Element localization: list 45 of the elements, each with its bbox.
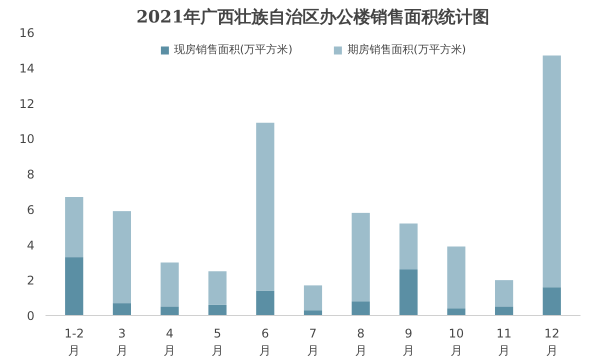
x-tick-label: 8 月: [354, 326, 367, 358]
x-tick-label: 1-2 月: [64, 326, 84, 358]
bar: [352, 212, 370, 302]
bar: [399, 224, 418, 270]
x-tick-label: 4 月: [164, 326, 176, 358]
bar: [352, 301, 370, 316]
bar: [447, 308, 466, 316]
bar: [208, 304, 227, 316]
bar: [494, 306, 514, 316]
bar: [542, 287, 561, 316]
chart-title: 2021年广西壮族自治区办公楼销售面积统计图: [136, 8, 490, 28]
bar: [256, 122, 274, 291]
x-tick-label: 11 月: [496, 326, 512, 358]
y-tick-label: 6: [26, 202, 35, 217]
y-tick-label: 0: [26, 309, 35, 323]
x-tick-label: 3 月: [116, 326, 128, 358]
y-tick-label: 14: [19, 61, 35, 76]
bar: [112, 211, 132, 304]
bar: [208, 271, 227, 305]
bar: [112, 303, 132, 316]
bar: [160, 262, 179, 307]
bar: [160, 306, 179, 316]
legend-label: 期房销售面积(万平方米): [348, 42, 466, 57]
y-tick-label: 12: [19, 96, 35, 111]
bar: [399, 270, 418, 316]
x-tick-label: 7 月: [307, 326, 319, 358]
bar: [65, 196, 84, 258]
x-tick-label: 10 月: [448, 326, 464, 358]
x-tick-label: 12 月: [544, 326, 560, 358]
x-tick-label: 5 月: [211, 326, 224, 358]
y-tick-label: 16: [19, 26, 35, 40]
bar: [542, 55, 561, 288]
bar: [494, 280, 514, 307]
bar: [304, 285, 322, 310]
y-tick-label: 10: [19, 132, 35, 146]
legend-label: 现房销售面积(万平方米): [174, 42, 292, 57]
bar: [65, 257, 84, 316]
x-tick-label: 6 月: [259, 326, 272, 358]
x-tick-label: 9 月: [402, 326, 415, 358]
y-tick-label: 8: [26, 168, 35, 182]
y-tick-label: 4: [26, 238, 35, 252]
bar: [447, 246, 466, 308]
bar: [304, 310, 322, 316]
y-tick-label: 2: [26, 274, 35, 288]
bar: [256, 290, 274, 316]
